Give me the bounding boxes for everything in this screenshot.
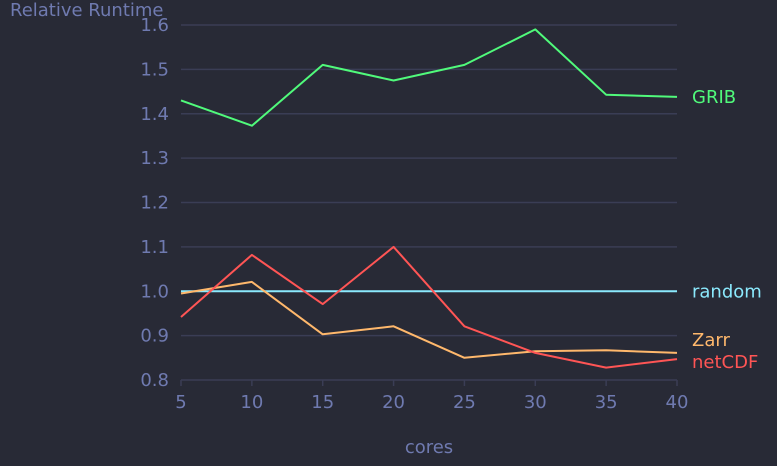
x-tick-labels: 5 10 15 20 25 30 35 40 — [175, 380, 688, 413]
series-label-random: random — [692, 281, 762, 302]
y-tick-label: 1.6 — [140, 15, 169, 36]
series-line-grib — [180, 28, 678, 127]
x-tick-label: 40 — [666, 392, 689, 413]
y-tick-label: 1.3 — [140, 148, 169, 169]
y-tick-label: 1.5 — [140, 59, 169, 80]
series-lines — [180, 28, 678, 369]
x-tick-label: 5 — [175, 392, 186, 413]
x-tick-label: 35 — [595, 392, 618, 413]
y-tick-label: 1.1 — [140, 237, 169, 258]
x-tick-label: 15 — [311, 392, 334, 413]
y-tick-label: 0.9 — [140, 326, 169, 347]
x-tick-label: 10 — [240, 392, 263, 413]
gridlines — [181, 24, 677, 381]
series-line-zarr — [180, 280, 678, 359]
y-tick-labels: 0.8 0.9 1.0 1.1 1.2 1.3 1.4 1.5 1.6 — [140, 15, 169, 391]
y-tick-label: 1.4 — [140, 104, 169, 125]
y-tick-label: 0.8 — [140, 370, 169, 391]
y-axis-title: Relative Runtime — [10, 0, 164, 21]
x-axis-title: cores — [405, 437, 453, 458]
series-label-netcdf: netCDF — [692, 352, 758, 373]
x-tick-label: 25 — [453, 392, 476, 413]
y-tick-label: 1.0 — [140, 281, 169, 302]
series-line-netcdf — [180, 245, 678, 369]
x-tick-label: 30 — [524, 392, 547, 413]
y-tick-label: 1.2 — [140, 193, 169, 214]
series-label-zarr: Zarr — [692, 330, 730, 351]
series-label-grib: GRIB — [692, 87, 736, 108]
x-tick-label: 20 — [382, 392, 405, 413]
